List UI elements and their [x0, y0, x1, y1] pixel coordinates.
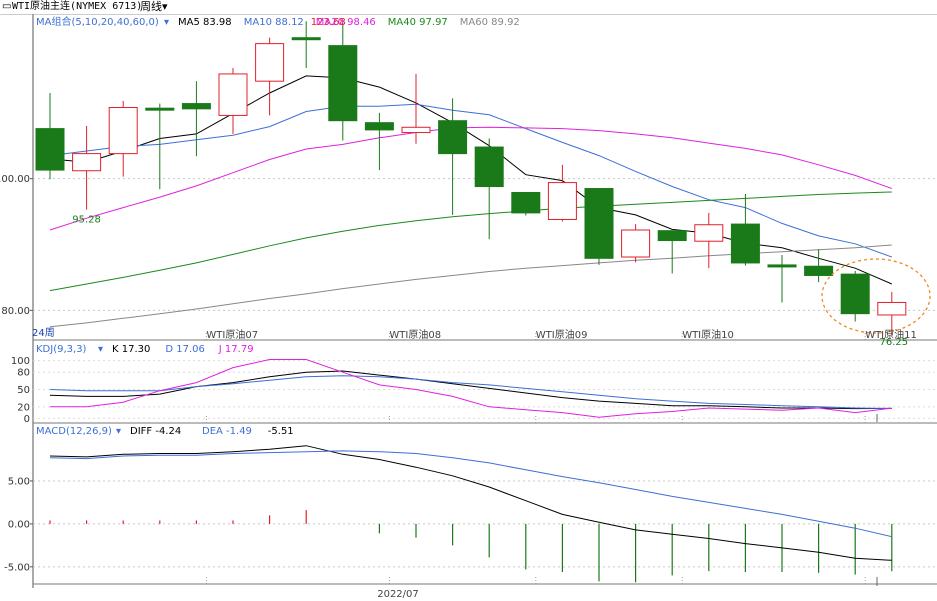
- top-bar: ▭ WTI原油主连(NYMEX 6713) 周线▾: [0, 0, 937, 14]
- candle-body[interactable]: [328, 45, 358, 122]
- period-label: 周线: [140, 0, 162, 13]
- candle-body[interactable]: [181, 103, 211, 110]
- candle-body[interactable]: [511, 191, 541, 214]
- macd-legend-value: DIFF -4.24: [130, 426, 181, 437]
- ma-legend-value: MA40 97.97: [388, 17, 448, 28]
- bottom-date-label: 2022/07: [377, 589, 419, 600]
- macd-line-dea: [49, 450, 892, 538]
- macd-y-tick-label: 5.00: [8, 476, 30, 487]
- ma-line-ma60: [49, 244, 892, 328]
- macd-line-diff: [49, 445, 892, 561]
- chevron-down-icon: ▾: [98, 344, 103, 355]
- candle-body[interactable]: [694, 224, 724, 242]
- kdj-y-tick-label: 50: [17, 385, 30, 396]
- month-contract-label: WTI原油10: [682, 328, 734, 341]
- chevron-down-icon: ▾: [162, 0, 168, 13]
- ma-indicator-label[interactable]: MA组合(5,10,20,40,60,0): [36, 15, 159, 28]
- macd-y-tick-label: 0.00: [8, 519, 30, 530]
- candle-body[interactable]: [840, 273, 870, 315]
- month-contract-label: WTI原油07: [206, 328, 258, 341]
- candle-body[interactable]: [730, 223, 760, 264]
- candle-body[interactable]: [401, 126, 431, 134]
- low-price-label-left: 95.28: [72, 215, 101, 226]
- candle-body[interactable]: [255, 43, 285, 82]
- kdj-legend-value: K 17.30: [112, 344, 150, 355]
- candle-body[interactable]: [584, 188, 614, 259]
- macd-y-tick-label: -5.00: [4, 562, 30, 573]
- candle-body[interactable]: [35, 128, 65, 171]
- macd-indicator-label[interactable]: MACD(12,26,9): [36, 426, 112, 437]
- candle-body[interactable]: [547, 182, 577, 220]
- month-contract-label: WTI原油08: [389, 328, 441, 341]
- ma-line-ma10: [49, 103, 892, 258]
- candle-body[interactable]: [218, 73, 248, 116]
- price-y-tick-label: 100.00: [0, 174, 30, 185]
- candle-body[interactable]: [804, 265, 834, 276]
- ma-legend-value: MA60 89.92: [460, 17, 520, 28]
- kdj-line-k: [49, 370, 892, 410]
- kdj-legend-value: J 17.79: [218, 344, 254, 355]
- window-icon[interactable]: ▭: [2, 1, 12, 12]
- candle-body[interactable]: [474, 146, 504, 188]
- kdj-y-tick-label: 100: [11, 356, 30, 367]
- candle-body[interactable]: [108, 107, 138, 155]
- kdj-line-d: [49, 375, 892, 409]
- kdj-y-tick-label: 80: [17, 368, 30, 379]
- highlight-ellipse: [821, 258, 931, 334]
- high-price-label: 123.68: [311, 17, 346, 28]
- candle-body[interactable]: [364, 122, 394, 131]
- candle-body[interactable]: [291, 37, 321, 41]
- ma-line-ma20: [49, 126, 892, 231]
- chevron-down-icon: ▾: [164, 17, 169, 28]
- candle-body[interactable]: [877, 301, 907, 316]
- kdj-y-tick-label: 0: [24, 414, 30, 425]
- candle-body[interactable]: [72, 153, 102, 172]
- month-contract-label: WTI原油11: [865, 328, 917, 341]
- ma-legend-value: MA5 83.98: [178, 17, 232, 28]
- candle-body[interactable]: [438, 120, 468, 155]
- week-count-label: 24周: [32, 327, 55, 339]
- ma-legend-value: MA20 98.46: [316, 17, 376, 28]
- macd-legend-value: DEA -1.49: [202, 426, 252, 437]
- kdj-line-j: [50, 359, 892, 418]
- ma-line-ma40: [49, 191, 892, 292]
- candle-body[interactable]: [767, 264, 797, 268]
- symbol-label[interactable]: WTI原油主连(NYMEX 6713): [12, 1, 143, 12]
- macd-legend-value: -5.51: [268, 426, 294, 437]
- ma-legend-value: MA10 88.12: [244, 17, 304, 28]
- price-y-tick-label: 80.00: [1, 306, 30, 317]
- candle-body[interactable]: [145, 107, 175, 111]
- candle-body[interactable]: [657, 230, 687, 242]
- period-selector[interactable]: 周线▾: [140, 0, 168, 14]
- kdj-indicator-label[interactable]: KDJ(9,3,3): [36, 344, 87, 355]
- candle-body[interactable]: [621, 229, 651, 258]
- chevron-down-icon: ▾: [116, 426, 121, 437]
- kdj-y-tick-label: 20: [17, 402, 30, 413]
- month-contract-label: WTI原油09: [536, 328, 588, 341]
- kdj-legend-value: D 17.06: [165, 344, 205, 355]
- low-price-label-right: 76.25: [879, 337, 908, 348]
